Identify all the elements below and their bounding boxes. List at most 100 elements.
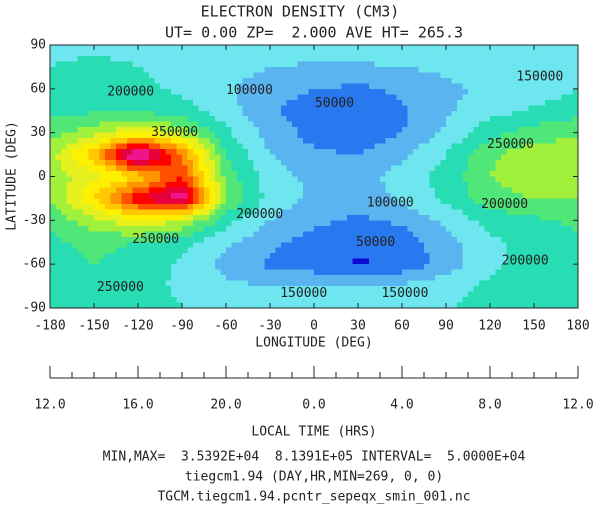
contour-cell bbox=[242, 192, 249, 200]
contour-cell bbox=[347, 88, 354, 95]
contour-cell bbox=[418, 209, 425, 216]
contour-cell bbox=[380, 291, 387, 298]
contour-cell bbox=[561, 105, 568, 112]
contour-cell bbox=[369, 192, 376, 200]
contour-cell bbox=[165, 61, 172, 68]
contour-cell bbox=[237, 286, 244, 293]
contour-cell bbox=[341, 203, 348, 210]
contour-cell bbox=[182, 264, 189, 271]
contour-cell bbox=[556, 203, 563, 210]
contour-cell bbox=[319, 83, 326, 90]
contour-cell bbox=[495, 171, 502, 178]
contour-cell bbox=[143, 253, 150, 260]
contour-cell bbox=[187, 258, 194, 265]
contour-cell bbox=[567, 220, 574, 227]
contour-cell bbox=[94, 143, 101, 150]
contour-cell bbox=[275, 203, 282, 210]
contour-cell bbox=[484, 132, 491, 139]
contour-cell bbox=[116, 105, 123, 112]
contour-cell bbox=[374, 225, 381, 232]
contour-cell bbox=[561, 77, 568, 84]
contour-cell bbox=[407, 110, 414, 117]
contour-cell bbox=[352, 138, 359, 145]
contour-cell bbox=[292, 291, 299, 298]
contour-cell bbox=[275, 302, 282, 309]
contour-cell bbox=[275, 220, 282, 227]
footer-line: TGCM.tiegcm1.94.pcntr_sepeqx_smin_001.nc bbox=[157, 490, 470, 505]
contour-cell bbox=[523, 143, 530, 150]
contour-cell bbox=[391, 72, 398, 79]
contour-cell bbox=[77, 225, 84, 232]
contour-cell bbox=[275, 286, 282, 293]
contour-cell bbox=[457, 94, 464, 101]
contour-cell bbox=[105, 66, 112, 73]
contour-cell bbox=[385, 116, 392, 123]
contour-cell bbox=[61, 220, 68, 227]
contour-cell bbox=[457, 242, 464, 249]
contour-cell bbox=[138, 264, 145, 271]
contour-cell bbox=[517, 138, 524, 145]
contour-cell bbox=[308, 192, 315, 200]
contour-cell bbox=[347, 77, 354, 84]
contour-cell bbox=[264, 236, 271, 243]
contour-cell bbox=[165, 143, 172, 150]
contour-cell bbox=[270, 198, 277, 205]
contour-cell bbox=[369, 264, 376, 271]
contour-cell bbox=[506, 149, 513, 156]
contour-cell bbox=[154, 121, 161, 128]
contour-cell bbox=[413, 297, 420, 304]
contour-cell bbox=[374, 45, 381, 52]
contour-cell bbox=[127, 269, 134, 276]
contour-cell bbox=[66, 253, 73, 260]
contour-cell bbox=[226, 198, 233, 205]
contour-cell bbox=[336, 264, 343, 271]
contour-cell bbox=[457, 99, 464, 106]
contour-cell bbox=[402, 105, 409, 112]
contour-cell bbox=[270, 247, 277, 254]
contour-cell bbox=[88, 253, 95, 260]
contour-cell bbox=[336, 302, 343, 309]
contour-cell bbox=[220, 154, 227, 161]
contour-cell bbox=[110, 220, 117, 227]
contour-cell bbox=[160, 209, 167, 216]
contour-cell bbox=[121, 116, 128, 123]
contour-cell bbox=[99, 269, 106, 276]
contour-cell bbox=[440, 187, 447, 194]
contour-cell bbox=[528, 72, 535, 79]
contour-cell bbox=[341, 77, 348, 84]
contour-cell bbox=[165, 181, 172, 189]
contour-cell bbox=[341, 187, 348, 194]
contour-cell bbox=[231, 77, 238, 84]
contour-cell bbox=[259, 236, 266, 243]
contour-cell bbox=[66, 214, 73, 221]
contour-cell bbox=[572, 187, 579, 194]
contour-cell bbox=[110, 231, 117, 238]
contour-cell bbox=[457, 110, 464, 117]
contour-cell bbox=[308, 253, 315, 260]
contour-cell bbox=[385, 192, 392, 200]
contour-cell bbox=[50, 105, 57, 112]
contour-cell bbox=[198, 242, 205, 249]
contour-cell bbox=[308, 286, 315, 293]
contour-cell bbox=[330, 269, 337, 276]
contour-cell bbox=[286, 105, 293, 112]
contour-cell bbox=[110, 45, 117, 52]
contour-cell bbox=[154, 165, 161, 172]
contour-cell bbox=[308, 132, 315, 139]
contour-cell bbox=[270, 154, 277, 161]
contour-cell bbox=[308, 225, 315, 232]
contour-cell bbox=[72, 138, 79, 145]
contour-cell bbox=[198, 165, 205, 172]
contour-cell bbox=[479, 269, 486, 276]
contour-cell bbox=[385, 198, 392, 205]
contour-cell bbox=[567, 253, 574, 260]
contour-cell bbox=[528, 258, 535, 265]
contour-cell bbox=[495, 154, 502, 161]
contour-cell bbox=[490, 286, 497, 293]
contour-cell bbox=[143, 269, 150, 276]
contour-cell bbox=[319, 66, 326, 73]
contour-cell bbox=[429, 94, 436, 101]
contour-cell bbox=[66, 50, 73, 57]
contour-cell bbox=[61, 269, 68, 276]
contour-cell bbox=[209, 149, 216, 156]
